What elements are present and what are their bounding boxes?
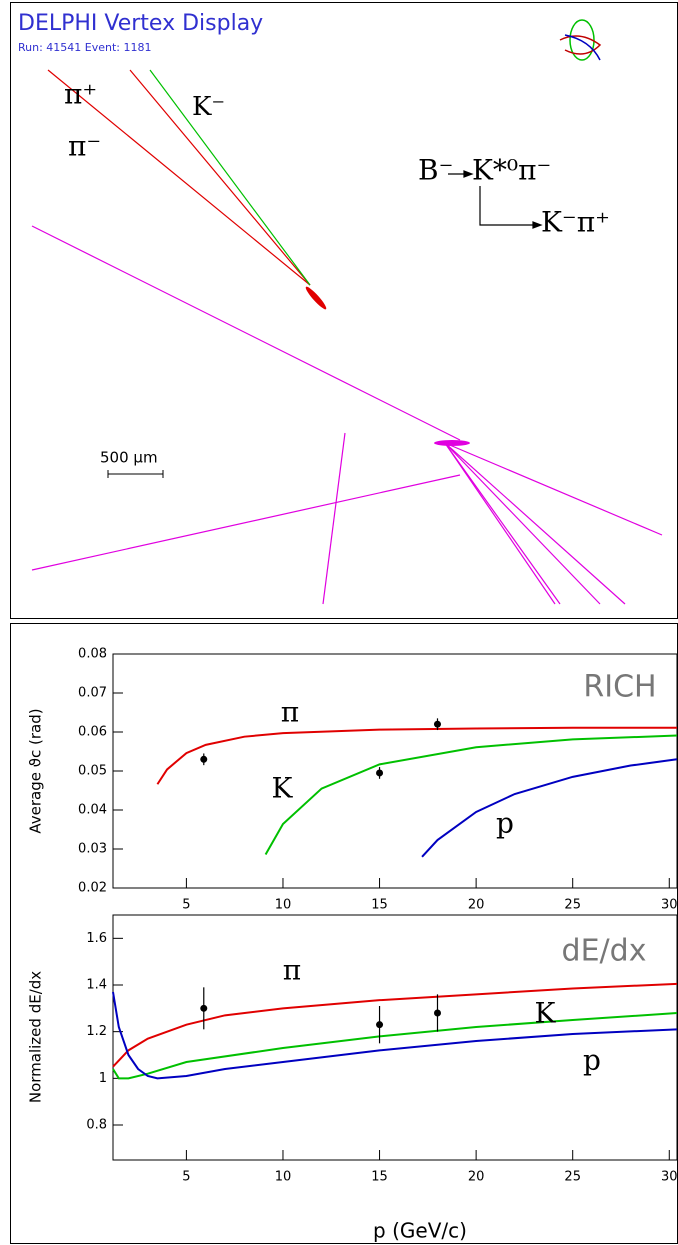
y-tick-label: 0.06	[78, 725, 107, 740]
curve-label: π	[281, 696, 299, 729]
y-tick-label: 0.07	[78, 686, 107, 701]
x-tick-label: 5	[182, 898, 190, 913]
x-tick-label: 25	[564, 898, 581, 913]
curve-label: K	[272, 772, 294, 805]
x-tick-label: 25	[564, 1170, 581, 1185]
scale-bar	[108, 470, 163, 478]
display-frame	[11, 3, 678, 619]
x-tick-label: 20	[468, 898, 485, 913]
decay-secondary: K⁻π⁺	[541, 206, 610, 239]
x-tick-label: 15	[371, 1170, 388, 1185]
y-tick-label: 1.4	[86, 978, 107, 993]
x-tick-label: 30	[661, 898, 678, 913]
data-point	[200, 756, 207, 763]
run-info: Run: 41541 Event: 1181	[18, 41, 152, 54]
data-point	[200, 1005, 207, 1012]
data-point	[376, 769, 383, 776]
y-axis-label: Average ϑc (rad)	[27, 708, 45, 833]
data-point	[376, 1021, 383, 1028]
track-label: π⁻	[68, 130, 101, 163]
curve-label: π	[283, 954, 301, 987]
data-point	[434, 721, 441, 728]
x-tick-label: 10	[275, 1170, 292, 1185]
x-axis-label: p (GeV/c)	[373, 1219, 467, 1243]
y-tick-label: 1.2	[86, 1024, 107, 1039]
decay-parent: B⁻	[418, 154, 453, 187]
y-tick-label: 0.02	[78, 881, 107, 896]
curve-label: K	[535, 997, 557, 1030]
x-tick-label: 30	[661, 1170, 678, 1185]
y-tick-label: 1.6	[86, 931, 107, 946]
y-tick-label: 0.8	[86, 1118, 107, 1133]
y-axis-label: Normalized dE/dx	[27, 971, 45, 1103]
y-tick-label: 0.05	[78, 764, 107, 779]
x-tick-label: 10	[275, 898, 292, 913]
page: DELPHI Vertex Display Run: 41541 Event: …	[0, 0, 678, 1245]
decay-products: K*⁰π⁻	[472, 154, 551, 187]
y-tick-label: 1	[99, 1071, 107, 1086]
x-tick-label: 20	[468, 1170, 485, 1185]
annotation: RICH	[583, 670, 656, 705]
data-point	[434, 1010, 441, 1017]
tracks	[32, 70, 662, 604]
x-tick-label: 5	[182, 1170, 190, 1185]
curve	[422, 759, 677, 857]
curve-label: p	[496, 807, 514, 840]
track-label: K⁻	[192, 92, 225, 122]
y-tick-label: 0.04	[78, 803, 107, 818]
track-label: π⁺	[64, 78, 97, 111]
scale-label: 500 μm	[100, 449, 158, 467]
annotation: dE/dx	[562, 934, 647, 969]
y-tick-label: 0.08	[78, 647, 107, 662]
curve	[157, 728, 677, 785]
curve-label: p	[583, 1044, 601, 1077]
curve	[266, 736, 677, 855]
display-title: DELPHI Vertex Display	[18, 11, 263, 36]
logo	[560, 20, 600, 60]
x-tick-label: 15	[371, 898, 388, 913]
y-tick-label: 0.03	[78, 842, 107, 857]
